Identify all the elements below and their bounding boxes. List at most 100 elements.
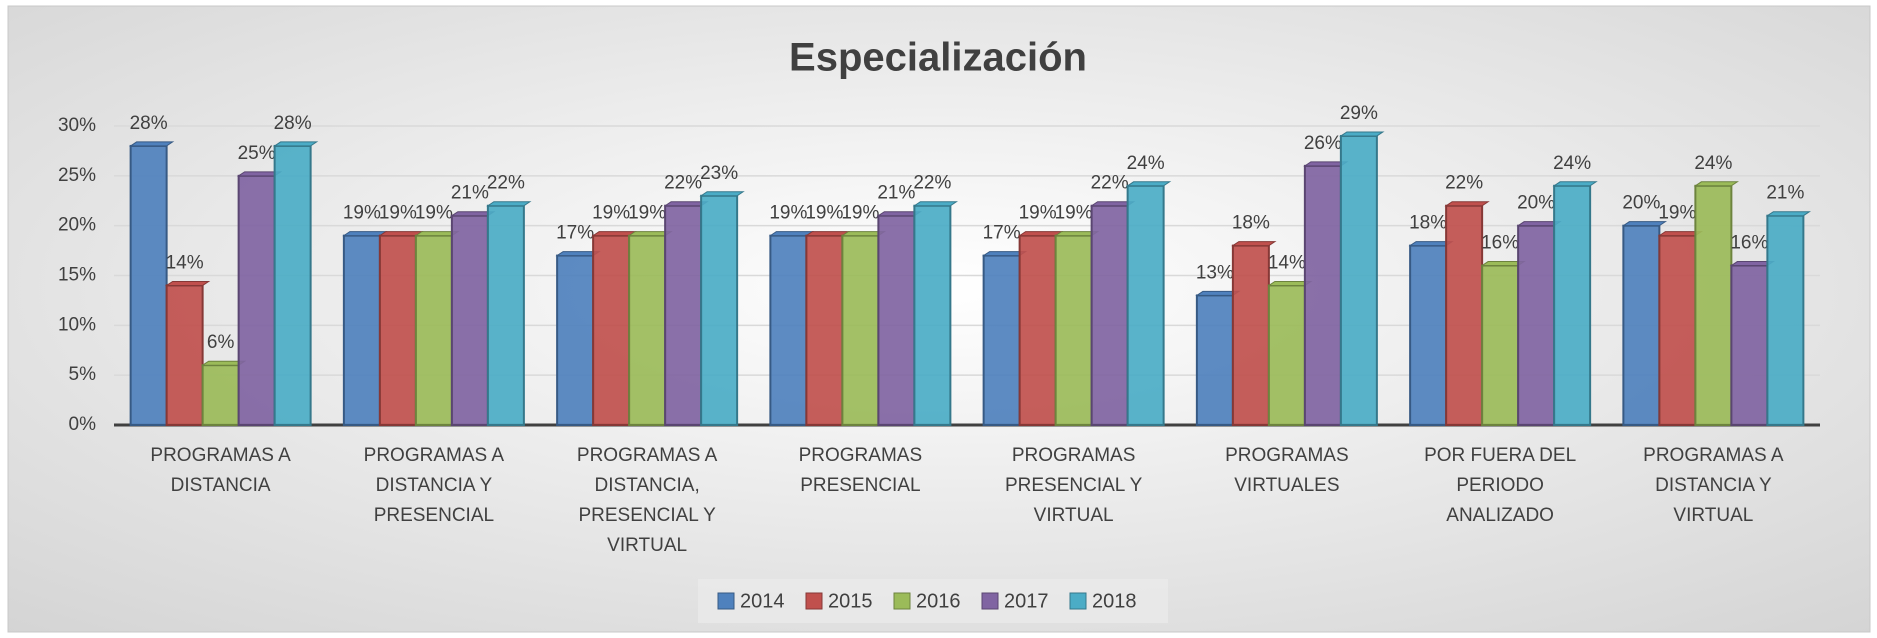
data-label: 22% — [1445, 173, 1483, 194]
bar — [1553, 184, 1592, 426]
x-tick-label: PROGRAMAS A DISTANCIA Y PRESENCIAL — [363, 445, 505, 526]
data-label: 19% — [1055, 203, 1093, 224]
data-label: 17% — [556, 223, 594, 244]
data-label: 14% — [1268, 252, 1306, 273]
bar — [1766, 214, 1805, 426]
bar — [1445, 204, 1484, 426]
data-label: 17% — [983, 223, 1021, 244]
data-label: 18% — [1409, 213, 1447, 234]
bar — [129, 144, 168, 427]
bar — [913, 204, 952, 426]
bar — [450, 214, 489, 426]
data-label: 16% — [1481, 233, 1519, 254]
data-label: 22% — [913, 173, 951, 194]
y-tick-label: 0% — [69, 414, 97, 435]
data-label: 19% — [805, 203, 843, 224]
data-label: 19% — [415, 203, 453, 224]
chart-title: Especialización — [789, 36, 1087, 80]
data-label: 14% — [166, 252, 204, 273]
bar — [700, 194, 739, 426]
data-label: 22% — [487, 173, 525, 194]
bar-top — [1552, 181, 1598, 187]
y-tick-label: 25% — [58, 165, 96, 186]
bar — [165, 284, 204, 427]
x-tick-label: PROGRAMAS PRESENCIAL — [798, 445, 923, 496]
legend-box — [698, 579, 1168, 623]
legend-swatch — [893, 592, 911, 610]
bar-top — [1765, 211, 1812, 217]
data-label: 16% — [1730, 233, 1768, 254]
bar — [664, 204, 703, 426]
x-tick-label: PROGRAMAS A DISTANCIA Y VIRTUAL — [1643, 445, 1784, 526]
legend-label: 2017 — [1004, 590, 1049, 612]
bar — [592, 234, 631, 426]
bar — [805, 234, 844, 426]
bar — [1409, 244, 1448, 426]
x-tick-label: POR FUERA DEL PERIODO ANALIZADO — [1424, 445, 1577, 526]
legend-swatch — [717, 592, 735, 610]
y-tick-label: 20% — [58, 215, 96, 236]
bar — [1339, 134, 1378, 426]
bar-top — [164, 280, 211, 286]
data-label: 18% — [1232, 213, 1270, 234]
legend-swatch — [981, 592, 999, 610]
data-label: 21% — [451, 183, 489, 204]
data-label: 22% — [664, 173, 702, 194]
x-tick-label: PROGRAMAS PRESENCIAL Y VIRTUAL — [1004, 445, 1143, 526]
bar-top — [1125, 181, 1172, 187]
bar — [982, 254, 1021, 426]
bar-top — [272, 141, 319, 147]
legend-label: 2014 — [740, 590, 785, 612]
bar-top — [1621, 221, 1668, 227]
data-label: 24% — [1553, 153, 1591, 174]
data-label: 21% — [877, 183, 915, 204]
bar — [1090, 204, 1129, 426]
data-label: 19% — [841, 203, 879, 224]
data-label: 19% — [379, 203, 417, 224]
bar — [342, 234, 381, 426]
bar — [877, 214, 916, 426]
legend-swatch — [1069, 592, 1087, 610]
legend-label: 2018 — [1092, 590, 1137, 612]
data-label: 6% — [207, 332, 235, 353]
data-label: 28% — [274, 113, 312, 134]
bar — [1054, 234, 1093, 426]
bar — [1730, 264, 1769, 426]
legend-swatch — [805, 592, 823, 610]
y-tick-label: 5% — [69, 364, 97, 385]
x-tick-label: PROGRAMAS VIRTUALES — [1225, 445, 1349, 496]
bar — [1126, 184, 1165, 426]
y-tick-label: 30% — [58, 115, 96, 136]
bar-top — [1339, 131, 1385, 137]
bar — [1694, 184, 1733, 426]
data-label: 13% — [1196, 262, 1234, 283]
bar — [1658, 234, 1697, 426]
bar-top — [1231, 241, 1277, 247]
legend-label: 2015 — [828, 590, 873, 612]
bar-top — [912, 201, 959, 207]
data-label: 19% — [769, 203, 807, 224]
bar — [486, 204, 525, 426]
bar — [1267, 284, 1306, 427]
data-label: 23% — [700, 163, 738, 184]
data-label: 28% — [130, 113, 168, 134]
data-label: 25% — [238, 143, 276, 164]
data-label: 24% — [1694, 153, 1732, 174]
data-label: 22% — [1091, 173, 1129, 194]
data-label: 19% — [1658, 203, 1696, 224]
bar — [556, 254, 595, 426]
data-label: 19% — [628, 203, 666, 224]
bar — [841, 234, 880, 426]
bar — [628, 234, 667, 426]
bar — [1018, 234, 1057, 426]
bar-top — [1444, 201, 1490, 207]
bar — [1481, 264, 1520, 426]
legend-label: 2016 — [916, 590, 961, 612]
data-label: 29% — [1340, 103, 1378, 124]
x-tick-label: PROGRAMAS A DISTANCIA — [150, 445, 291, 496]
bar — [378, 234, 417, 426]
x-tick-label: PROGRAMAS A DISTANCIA, PRESENCIAL Y VIRT… — [576, 445, 718, 556]
data-label: 21% — [1766, 183, 1804, 204]
